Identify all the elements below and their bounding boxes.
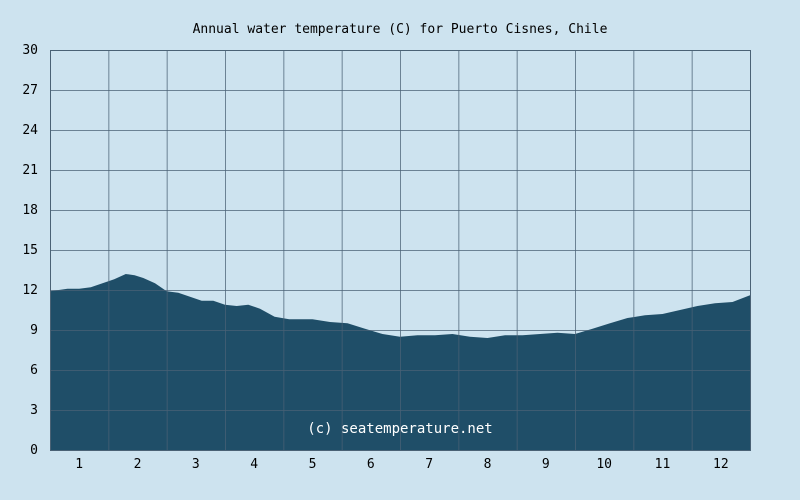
x-tick-label: 2 <box>134 457 142 472</box>
grid-layer <box>50 50 751 451</box>
x-tick-label: 1 <box>75 457 83 472</box>
y-tick-label: 18 <box>22 203 38 218</box>
y-tick-label: 6 <box>30 363 38 378</box>
y-tick-label: 24 <box>22 123 38 138</box>
x-tick-label: 3 <box>192 457 200 472</box>
x-tick-label: 6 <box>367 457 375 472</box>
y-tick-label: 0 <box>30 443 38 458</box>
plot-border <box>50 50 751 451</box>
y-tick-label: 12 <box>22 283 38 298</box>
x-tick-label: 7 <box>425 457 433 472</box>
x-axis-ticks: 1 2 3 4 5 6 7 8 9 10 11 12 <box>75 457 728 472</box>
x-tick-label: 10 <box>596 457 612 472</box>
y-tick-label: 3 <box>30 403 38 418</box>
watermark: (c) seatemperature.net <box>307 421 492 437</box>
x-tick-label: 4 <box>250 457 258 472</box>
x-tick-label: 9 <box>542 457 550 472</box>
y-tick-label: 27 <box>22 83 38 98</box>
x-tick-label: 11 <box>655 457 671 472</box>
y-tick-label: 15 <box>22 243 38 258</box>
y-axis-ticks: 0 3 6 9 12 15 18 21 24 27 30 <box>22 43 38 458</box>
y-tick-label: 21 <box>22 163 38 178</box>
y-tick-label: 9 <box>30 323 38 338</box>
x-tick-label: 12 <box>713 457 729 472</box>
chart-title: Annual water temperature (C) for Puerto … <box>193 22 608 37</box>
y-tick-label: 30 <box>22 43 38 58</box>
x-tick-label: 8 <box>484 457 492 472</box>
x-tick-label: 5 <box>309 457 317 472</box>
